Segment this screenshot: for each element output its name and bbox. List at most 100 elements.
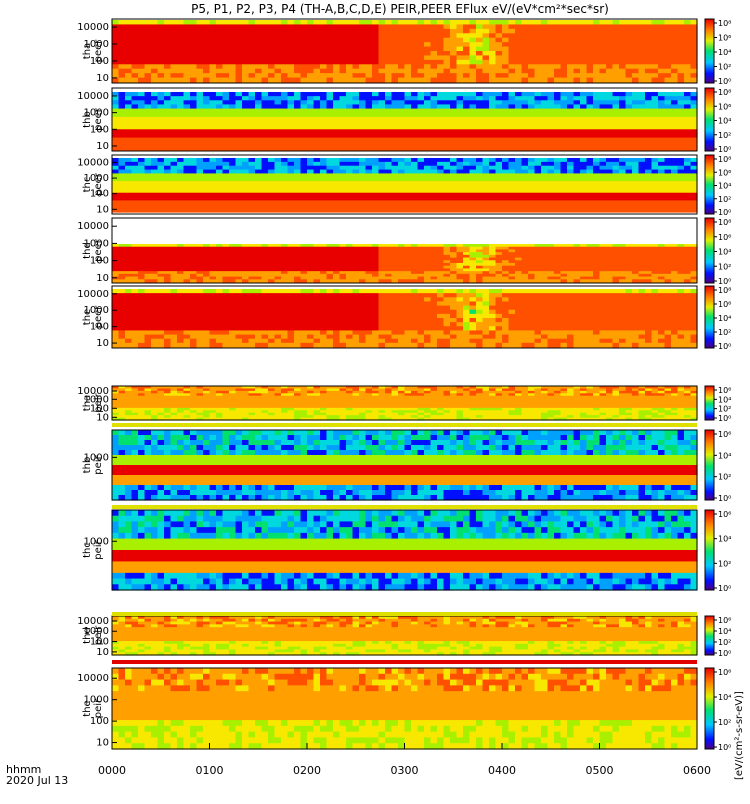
colorbar-tick-label: 10⁰	[718, 649, 731, 658]
colorbar-tick-label: 10²	[718, 63, 731, 72]
colorbar-label: [eV/(cm²-s-sr-eV)]	[734, 691, 745, 780]
colorbar-tick-label: 10²	[718, 131, 731, 140]
colorbar-tick-label: 10⁰	[718, 743, 731, 752]
y-tick-label: 10	[96, 647, 109, 658]
spectrogram-image	[112, 20, 698, 83]
colorbar-tick-label: 10⁰	[718, 145, 731, 154]
colorbar-tick-label: 10⁶	[718, 168, 731, 177]
y-tick-label: 10	[96, 412, 109, 423]
y-tick-label: 100	[90, 189, 109, 200]
y-tick-label: 100	[90, 124, 109, 135]
y-tick-label: 1000	[84, 695, 109, 706]
quality-flag-bar	[112, 612, 697, 616]
y-tick-label: 10000	[77, 157, 109, 168]
colorbar-tick-label: 10⁴	[718, 395, 731, 404]
spectrogram-image	[112, 244, 698, 283]
y-tick-label: 1000	[84, 452, 109, 463]
spectrogram-image	[112, 510, 698, 591]
colorbar: 10⁶ 10⁴ 10² 10⁰	[705, 430, 731, 503]
y-tick-label: 10	[96, 204, 109, 215]
y-tick-label: 100	[90, 256, 109, 267]
spectrogram-image	[112, 386, 698, 421]
colorbar-tick-label: 10⁶	[718, 510, 731, 519]
y-tick-label: 10000	[77, 289, 109, 300]
colorbar-tick-label: 10⁸	[718, 155, 731, 164]
colorbar-tick-label: 10⁶	[718, 102, 731, 111]
colorbar-tick-label: 10⁴	[718, 693, 731, 702]
colorbar-tick-label: 10⁰	[718, 277, 731, 286]
y-tick-label: 1000	[84, 39, 109, 50]
colorbar-tick-label: 10⁶	[718, 668, 731, 677]
x-tick-label: 0300	[391, 764, 419, 777]
colorbar-tick-label: 10⁴	[718, 535, 731, 544]
colorbar-tick-label: 10⁴	[718, 48, 731, 57]
quality-flag-bar	[112, 423, 697, 427]
colorbar-tick-label: 10⁴	[718, 117, 731, 126]
x-tick-label: 0500	[586, 764, 614, 777]
date-label: 2020 Jul 13	[6, 774, 68, 787]
figure-title: P5, P1, P2, P3, P4 (TH-A,B,C,D,E) PEIR,P…	[191, 2, 609, 16]
colorbar-tick-label: 10⁰	[718, 342, 731, 351]
colorbar: 10⁶ 10⁴ 10² 10⁰	[705, 616, 731, 658]
colorbar-tick-label: 10⁰	[718, 584, 731, 593]
colorbar: 10⁸ 10⁶ 10⁴ 10² 10⁰	[705, 19, 731, 86]
y-tick-label: 10	[96, 273, 109, 284]
x-tick-label: 0100	[196, 764, 224, 777]
y-tick-label: 10	[96, 73, 109, 84]
y-tick-label: 1000	[84, 173, 109, 184]
spectrogram-image	[112, 158, 698, 213]
colorbar-tick-label: 10⁶	[718, 430, 731, 439]
colorbar-tick-label: 10²	[718, 473, 731, 482]
colorbar: 10⁸ 10⁶ 10⁴ 10² 10⁰	[705, 155, 731, 217]
colorbar-tick-label: 10⁶	[718, 34, 731, 43]
quality-flag-bar	[112, 660, 697, 664]
colorbar-tick-label: 10⁸	[718, 88, 731, 97]
y-tick-label: 1000	[84, 536, 109, 547]
y-tick-label: 100	[90, 56, 109, 67]
x-tick-label: 0600	[683, 764, 711, 777]
colorbar-tick-label: 10²	[718, 328, 731, 337]
colorbar-tick-label: 10⁶	[718, 386, 731, 395]
y-tick-label: 100	[90, 716, 109, 727]
colorbar-tick-label: 10²	[718, 195, 731, 204]
y-tick-label: 10000	[77, 221, 109, 232]
spectrogram-image	[112, 430, 698, 501]
spectrogram-image	[112, 92, 698, 151]
colorbar-tick-label: 10⁴	[718, 627, 731, 636]
x-tick-label: 0000	[98, 764, 126, 777]
spectrogram-image	[112, 289, 698, 348]
colorbar-tick-label: 10⁴	[718, 451, 731, 460]
colorbar-tick-label: 10⁶	[718, 300, 731, 309]
colorbar-tick-label: 10⁰	[718, 414, 731, 423]
colorbar-tick-label: 10²	[718, 262, 731, 271]
y-tick-label: 100	[90, 322, 109, 333]
y-tick-label: 1000	[84, 305, 109, 316]
colorbar: 10⁸ 10⁶ 10⁴ 10² 10⁰	[705, 88, 731, 154]
colorbar-tick-label: 10⁸	[718, 19, 731, 28]
colorbar-tick-label: 10⁴	[718, 182, 731, 191]
colorbar-tick-label: 10⁰	[718, 494, 731, 503]
colorbar-tick-label: 10⁰	[718, 77, 731, 86]
quality-flag-bar	[112, 505, 697, 509]
colorbar-tick-label: 10⁶	[718, 616, 731, 625]
colorbar: 10⁶ 10⁴ 10² 10⁰	[705, 668, 731, 752]
colorbar-tick-label: 10²	[718, 638, 731, 647]
y-tick-label: 1000	[84, 238, 109, 249]
colorbar-tick-label: 10⁰	[718, 208, 731, 217]
colorbar-tick-label: 10²	[718, 718, 731, 727]
colorbar-tick-label: 10⁴	[718, 248, 731, 257]
x-tick-label: 0200	[293, 764, 321, 777]
y-tick-label: 10000	[77, 22, 109, 33]
